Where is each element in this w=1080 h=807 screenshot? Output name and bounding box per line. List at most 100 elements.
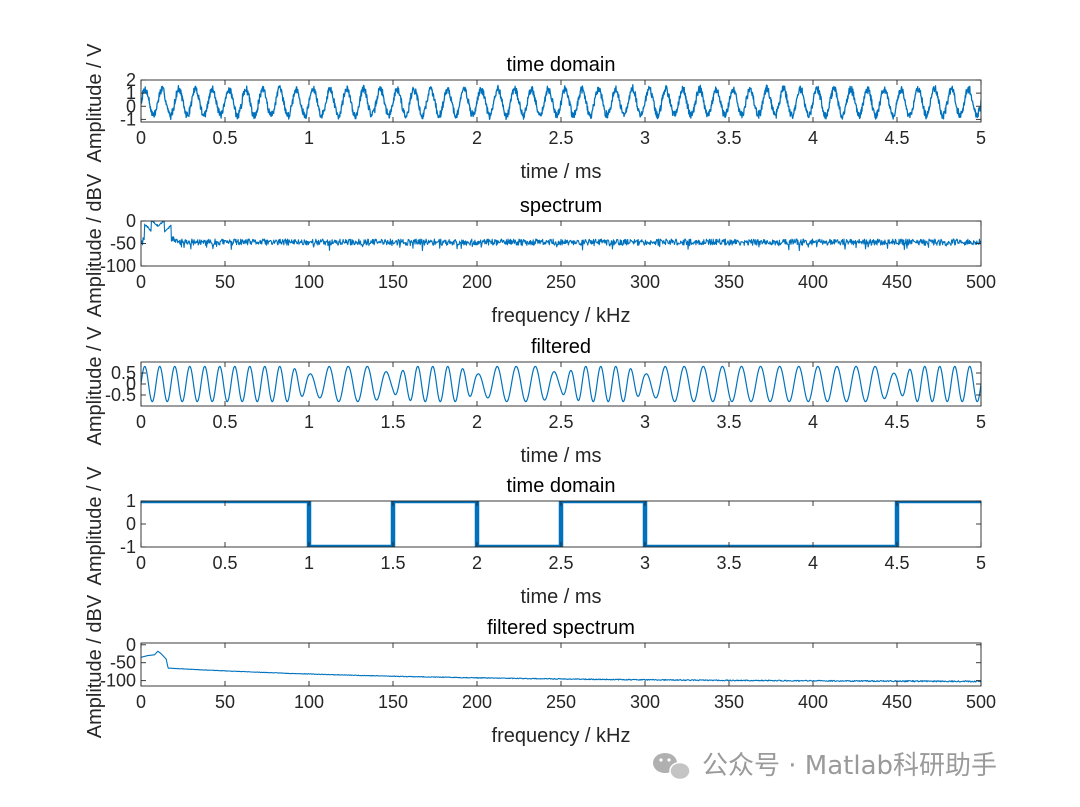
series-line-filtered [141,365,981,403]
x-tick-label: 0 [136,412,146,432]
x-tick-label: 350 [714,272,744,292]
x-tick-label: 3.5 [716,412,741,432]
x-tick-label: 300 [630,692,660,712]
series-line-bits [141,501,981,547]
x-tick-label: 1 [304,553,314,573]
x-tick-label: 1 [304,412,314,432]
x-axis-label: time / ms [520,586,601,608]
x-tick-label: 150 [378,692,408,712]
x-tick-label: 5 [976,412,986,432]
x-tick-label: 1.5 [380,412,405,432]
x-tick-label: 250 [546,272,576,292]
watermark-text: 公众号 · Matlab科研助手 [702,751,997,781]
y-tick-label: 1 [126,83,136,103]
x-tick-label: 300 [630,272,660,292]
x-tick-label: 3.5 [716,553,741,573]
x-tick-label: 450 [882,692,912,712]
x-tick-label: 0 [136,553,146,573]
series-line-signal [141,84,981,121]
x-tick-label: 2.5 [548,553,573,573]
y-tick-label: -50 [110,653,136,673]
x-tick-label: 2 [472,128,482,148]
x-tick-label: 250 [546,692,576,712]
x-tick-label: 50 [215,692,235,712]
x-tick-label: 2 [472,412,482,432]
x-axis-label: frequency / kHz [492,725,631,747]
y-tick-label: 0 [126,211,136,231]
x-tick-label: 4.5 [884,128,909,148]
x-tick-label: 500 [966,272,996,292]
x-tick-label: 0.5 [212,412,237,432]
y-tick-label: 0.5 [111,363,136,383]
x-tick-label: 400 [798,692,828,712]
x-tick-label: 150 [378,272,408,292]
x-tick-label: 200 [462,692,492,712]
x-tick-label: 50 [215,272,235,292]
x-tick-label: 3 [640,128,650,148]
subplot-3: 0 0.5 1 1.5 2 2.5 3 3.5 4 4.5 5-0.500.5filteredtim… [84,326,986,467]
y-tick-label: 0 [126,374,136,394]
x-tick-label: 3.5 [716,128,741,148]
x-tick-label: 2.5 [548,128,573,148]
x-tick-label: 0 [136,272,146,292]
x-tick-label: 5 [976,128,986,148]
chart-title: filtered spectrum [487,617,635,639]
x-tick-label: 5 [976,553,986,573]
y-tick-label: -1 [120,109,136,129]
y-tick-label: 1 [126,491,136,511]
x-tick-label: 4.5 [884,553,909,573]
watermark: 公众号 · Matlab科研助手 [653,751,997,781]
y-tick-label: -100 [100,256,136,276]
subplot-2: 0 50 100 150 200 250 300 350 400 450 500-100-500sp… [84,173,996,327]
y-axis-label: Amplitude / V [84,466,106,586]
x-tick-label: 4.5 [884,412,909,432]
y-tick-label: -0.5 [105,385,136,405]
x-tick-label: 0.5 [212,128,237,148]
x-tick-label: 0.5 [212,553,237,573]
y-tick-label: -1 [120,537,136,557]
x-axis-label: frequency / kHz [492,305,631,327]
series-line-filtered_spectrum [141,650,981,683]
y-tick-label: 0 [126,96,136,116]
subplot-5: 0 50 100 150 200 250 300 350 400 450 500 -100-500 fi… [84,594,996,747]
y-axis-label: Amplitude / V [84,326,106,446]
x-tick-label: 1.5 [380,128,405,148]
x-tick-label: 450 [882,272,912,292]
x-axis-label: time / ms [520,445,601,467]
chart-title: spectrum [520,195,602,217]
x-tick-label: 1 [304,128,314,148]
x-tick-label: 3 [640,412,650,432]
x-axis-label: time / ms [520,161,601,183]
y-tick-label: -50 [110,234,136,254]
chart-title: time domain [507,54,616,76]
x-tick-label: 400 [798,272,828,292]
y-axis-label: Amplitude / V [84,43,106,163]
y-axis-label: Amplitude / dBV [84,173,106,317]
x-tick-label: 0 [136,692,146,712]
series-line-spectrum [141,221,981,252]
x-tick-label: 2.5 [548,412,573,432]
x-tick-label: 4 [808,412,818,432]
x-tick-label: 3 [640,553,650,573]
x-tick-label: 2 [472,553,482,573]
y-tick-label: 0 [126,635,136,655]
x-tick-label: 500 [966,692,996,712]
wechat-icon [653,753,691,781]
y-tick-label: 2 [126,70,136,90]
x-tick-label: 350 [714,692,744,712]
x-tick-label: 100 [294,272,324,292]
x-tick-label: 200 [462,272,492,292]
x-tick-label: 100 [294,692,324,712]
x-tick-label: 0 [136,128,146,148]
y-axis-label: Amplitude / dBV [84,594,106,738]
x-tick-label: 4 [808,553,818,573]
x-tick-label: 1.5 [380,553,405,573]
chart-title: filtered [531,336,591,358]
y-tick-label: -100 [100,671,136,691]
y-tick-label: 0 [126,514,136,534]
chart-title: time domain [507,475,616,497]
x-tick-label: 4 [808,128,818,148]
